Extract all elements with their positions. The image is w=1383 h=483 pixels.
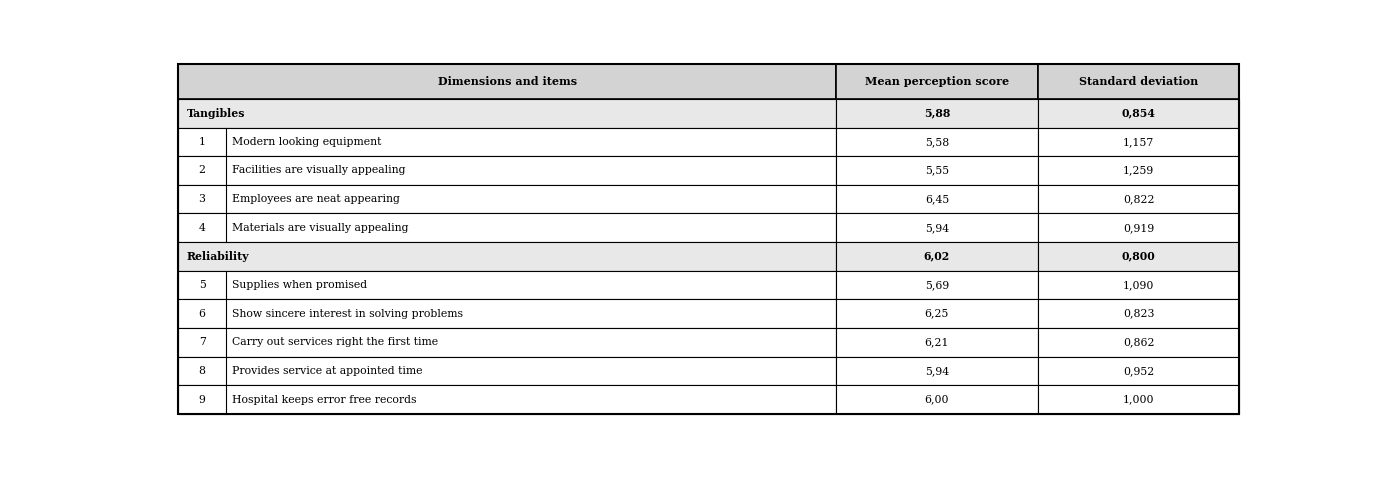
Text: 5,94: 5,94 xyxy=(925,223,949,233)
Text: Modern looking equipment: Modern looking equipment xyxy=(232,137,382,147)
Text: 0,800: 0,800 xyxy=(1122,251,1155,262)
Bar xyxy=(178,99,837,128)
Text: 1,000: 1,000 xyxy=(1123,395,1155,405)
Bar xyxy=(837,356,1037,385)
Text: Hospital keeps error free records: Hospital keeps error free records xyxy=(232,395,416,405)
Bar xyxy=(837,99,1037,128)
Bar xyxy=(1037,156,1239,185)
Text: 0,919: 0,919 xyxy=(1123,223,1155,233)
Bar xyxy=(1037,242,1239,270)
Text: 3: 3 xyxy=(199,194,206,204)
Text: 8: 8 xyxy=(199,366,206,376)
Text: Standard deviation: Standard deviation xyxy=(1079,76,1198,87)
Bar xyxy=(178,299,837,328)
Bar xyxy=(837,270,1037,299)
Bar xyxy=(178,385,837,414)
Bar xyxy=(1037,99,1239,128)
Text: Provides service at appointed time: Provides service at appointed time xyxy=(232,366,423,376)
Text: Employees are neat appearing: Employees are neat appearing xyxy=(232,194,400,204)
Bar xyxy=(1037,64,1239,99)
Bar xyxy=(178,185,837,213)
Bar xyxy=(837,128,1037,156)
Bar xyxy=(1037,385,1239,414)
Text: 5,94: 5,94 xyxy=(925,366,949,376)
Text: 1,259: 1,259 xyxy=(1123,166,1155,175)
Text: 1,090: 1,090 xyxy=(1123,280,1155,290)
Bar xyxy=(1037,356,1239,385)
Text: Materials are visually appealing: Materials are visually appealing xyxy=(232,223,409,233)
Text: 0,952: 0,952 xyxy=(1123,366,1155,376)
Text: 0,823: 0,823 xyxy=(1123,309,1155,319)
Text: Tangibles: Tangibles xyxy=(187,108,245,119)
Text: 4: 4 xyxy=(199,223,206,233)
Bar xyxy=(178,64,837,99)
Bar xyxy=(178,270,837,299)
Bar xyxy=(837,64,1037,99)
Text: 5,55: 5,55 xyxy=(925,166,949,175)
Bar xyxy=(837,242,1037,270)
Text: 0,822: 0,822 xyxy=(1123,194,1155,204)
Bar xyxy=(1037,213,1239,242)
Bar xyxy=(1037,299,1239,328)
Text: 0,862: 0,862 xyxy=(1123,337,1155,347)
Bar xyxy=(178,213,837,242)
Text: 6,00: 6,00 xyxy=(925,395,949,405)
Text: 1,157: 1,157 xyxy=(1123,137,1155,147)
Bar xyxy=(178,128,837,156)
Text: 2: 2 xyxy=(199,166,206,175)
Text: 6: 6 xyxy=(199,309,206,319)
Text: Mean perception score: Mean perception score xyxy=(864,76,1010,87)
Bar xyxy=(837,299,1037,328)
Bar xyxy=(837,385,1037,414)
Text: 5,69: 5,69 xyxy=(925,280,949,290)
Bar xyxy=(178,328,837,356)
Bar xyxy=(837,328,1037,356)
Bar xyxy=(178,156,837,185)
Bar xyxy=(178,356,837,385)
Bar xyxy=(837,185,1037,213)
Bar xyxy=(1037,328,1239,356)
Text: Reliability: Reliability xyxy=(187,251,249,262)
Text: 7: 7 xyxy=(199,337,206,347)
Text: 5: 5 xyxy=(199,280,206,290)
Text: 0,854: 0,854 xyxy=(1122,108,1155,119)
Text: 6,25: 6,25 xyxy=(925,309,949,319)
Bar xyxy=(837,213,1037,242)
Text: Dimensions and items: Dimensions and items xyxy=(437,76,577,87)
Text: 9: 9 xyxy=(199,395,206,405)
Text: 6,02: 6,02 xyxy=(924,251,950,262)
Text: 6,21: 6,21 xyxy=(925,337,949,347)
Text: 6,45: 6,45 xyxy=(925,194,949,204)
Text: Show sincere interest in solving problems: Show sincere interest in solving problem… xyxy=(232,309,463,319)
Text: 1: 1 xyxy=(199,137,206,147)
Bar xyxy=(178,242,837,270)
Bar xyxy=(837,156,1037,185)
Bar xyxy=(1037,185,1239,213)
Text: 5,88: 5,88 xyxy=(924,108,950,119)
Bar xyxy=(1037,128,1239,156)
Bar xyxy=(1037,270,1239,299)
Text: Facilities are visually appealing: Facilities are visually appealing xyxy=(232,166,407,175)
Text: 5,58: 5,58 xyxy=(925,137,949,147)
Text: Supplies when promised: Supplies when promised xyxy=(232,280,368,290)
Text: Carry out services right the first time: Carry out services right the first time xyxy=(232,337,438,347)
